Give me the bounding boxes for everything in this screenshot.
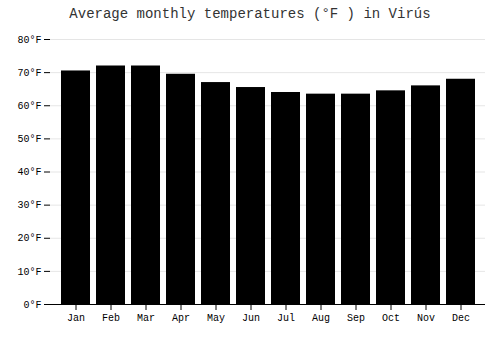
svg-text:80°F: 80°F [17,35,41,46]
svg-text:50°F: 50°F [17,134,41,145]
svg-text:0°F: 0°F [23,300,41,311]
svg-text:20°F: 20°F [17,233,41,244]
svg-text:Jun: Jun [242,313,260,324]
svg-text:May: May [207,313,225,324]
svg-text:Nov: Nov [417,313,435,324]
svg-text:Mar: Mar [137,313,155,324]
svg-text:Jan: Jan [67,313,85,324]
svg-text:40°F: 40°F [17,167,41,178]
svg-text:30°F: 30°F [17,200,41,211]
svg-text:Apr: Apr [172,313,190,324]
svg-text:Jul: Jul [277,313,295,324]
svg-text:Aug: Aug [312,313,330,324]
svg-text:60°F: 60°F [17,101,41,112]
svg-text:Dec: Dec [452,313,470,324]
svg-text:70°F: 70°F [17,68,41,79]
svg-text:Oct: Oct [382,313,400,324]
svg-text:Sep: Sep [347,313,365,324]
svg-text:10°F: 10°F [17,267,41,278]
svg-text:Feb: Feb [102,313,120,324]
html-text:Average monthly temperatures (: Average monthly temperatures (°F ) in Vi… [69,6,431,22]
